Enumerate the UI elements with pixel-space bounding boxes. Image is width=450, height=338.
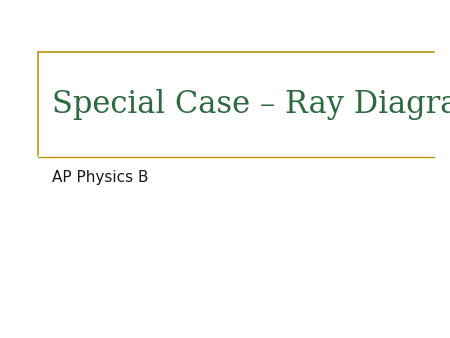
Text: Special Case – Ray Diagrams: Special Case – Ray Diagrams (52, 89, 450, 120)
Text: AP Physics B: AP Physics B (52, 170, 148, 185)
